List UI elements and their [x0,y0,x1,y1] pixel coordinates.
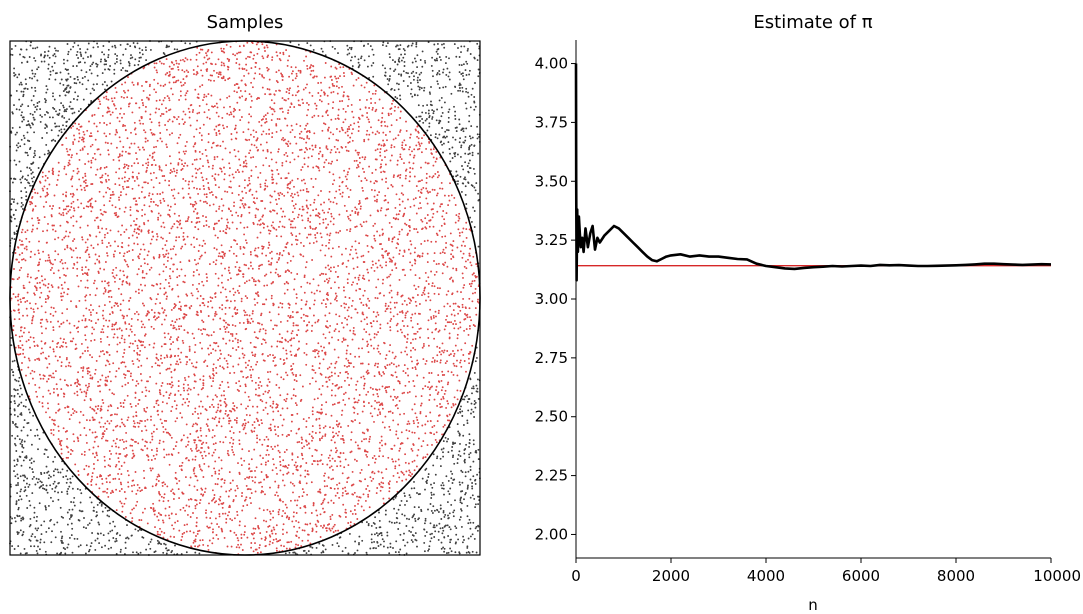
samples-panel: Samples [9,12,481,556]
y-tick-label: 2.75 [535,349,568,367]
estimate-series-line [574,63,1052,282]
y-tick-label: 3.25 [535,231,568,249]
x-tick-label: 6000 [842,567,880,585]
samples-points [9,40,481,556]
estimate-line-group [574,63,1052,282]
estimate-panel: Estimate of π 2.00 2.25 2.50 2.75 3.00 3.25 3.… [535,12,1081,614]
y-tick-label: 4.00 [535,55,568,73]
y-ticks: 2.00 2.25 2.50 2.75 3.00 3.25 3.50 3.75 4.00 [535,55,576,543]
y-tick-label: 3.75 [535,113,568,131]
samples-frame [9,40,481,556]
estimate-title: Estimate of π [753,12,872,33]
x-tick-label: 0 [571,567,581,585]
x-axis-label: n [808,596,818,614]
x-tick-label: 8000 [937,567,975,585]
x-tick-label: 2000 [652,567,690,585]
x-tick-label: 10000 [1033,567,1081,585]
x-ticks: 0 2000 4000 6000 8000 10000 [571,558,1081,585]
inside-circle-points [9,40,481,556]
x-tick-label: 4000 [747,567,785,585]
y-tick-label: 3.00 [535,290,568,308]
y-tick-label: 2.50 [535,408,568,426]
y-tick-label: 3.50 [535,172,568,190]
samples-title: Samples [207,12,284,33]
y-tick-label: 2.25 [535,467,568,485]
y-tick-label: 2.00 [535,525,568,543]
